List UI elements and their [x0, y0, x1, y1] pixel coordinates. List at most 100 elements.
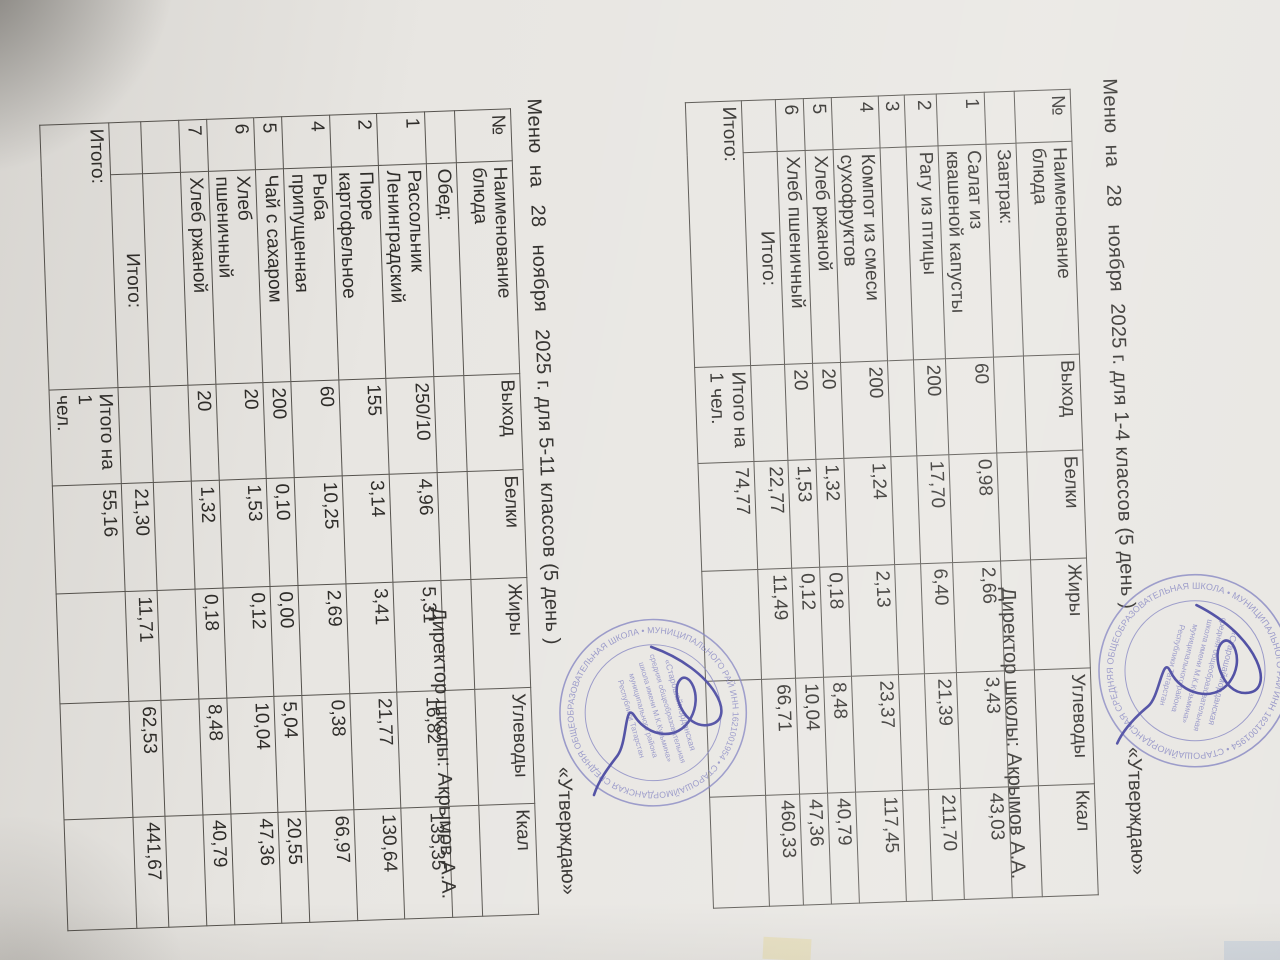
- table-cell: [996, 451, 1031, 561]
- table-cell: [891, 455, 922, 565]
- heading-menu-5-11: Меню на 28 ноября 2025 г. для 5-11 класс…: [522, 98, 564, 646]
- table-cell: Рассольник Ленинградский: [378, 163, 434, 379]
- table-cell: 0,98: [949, 453, 1001, 563]
- table-cell: Итого:: [39, 122, 118, 391]
- table-cell: 11,49: [757, 568, 796, 680]
- table-cell: 20,55: [278, 811, 311, 924]
- table-cell: 20: [187, 384, 220, 482]
- table-cell: 5,04: [274, 695, 307, 813]
- table-cell: 20: [784, 363, 816, 461]
- table-cell: 250/10: [386, 376, 438, 475]
- table-cell: 0,00: [270, 585, 303, 697]
- table-cell: [750, 364, 788, 462]
- table-cell: [156, 589, 199, 701]
- table-cell: 460,33: [765, 794, 804, 907]
- table-cell: [433, 375, 468, 473]
- table-cell: 4: [282, 115, 332, 169]
- table-cell: 20: [215, 382, 267, 481]
- table-cell: Хлеб пшеничный: [208, 169, 264, 385]
- column-header: Белки: [467, 469, 527, 580]
- table-cell: [164, 814, 207, 928]
- table-cell: [887, 359, 918, 457]
- table-cell: 40,79: [827, 792, 860, 905]
- table-cell: 1,53: [787, 459, 820, 569]
- table-cell: 22,77: [753, 460, 792, 570]
- column-header: Белки: [1026, 450, 1087, 560]
- column-header: №: [1014, 89, 1072, 144]
- table-cell: 47,36: [799, 793, 832, 906]
- table-cell: Итого:: [685, 100, 751, 368]
- table-cell: [153, 481, 195, 591]
- desk-object-blue: [1224, 941, 1280, 960]
- table-cell: 8,48: [198, 698, 231, 815]
- table-cell: 441,67: [132, 816, 169, 929]
- table-cell: 1: [377, 111, 427, 166]
- table-cell: [437, 471, 471, 581]
- table-cell: 200: [263, 381, 295, 479]
- table-cell: 2: [904, 93, 939, 147]
- table-cell: Итого на 1 чел.: [49, 387, 122, 487]
- table-cell: 4: [830, 95, 881, 150]
- table-cell: 60: [291, 379, 343, 478]
- table-cell: 17,70: [917, 454, 954, 564]
- table-cell: [108, 121, 143, 175]
- table-cell: 0,18: [819, 566, 852, 678]
- table-cell: 23,37: [851, 674, 903, 793]
- table-cell: [117, 386, 154, 484]
- table-cell: 2,13: [847, 564, 899, 677]
- table-cell: [160, 699, 203, 817]
- column-header: Выход: [463, 373, 524, 472]
- table-cell: 21,30: [121, 482, 157, 592]
- column-header: Выход: [1023, 354, 1083, 452]
- table-cell: [993, 356, 1027, 454]
- table-cell: 8,48: [823, 676, 856, 794]
- table-cell: 7: [178, 119, 209, 173]
- table-cell: 5: [254, 116, 284, 170]
- table-cell: 47,36: [230, 812, 283, 925]
- director-line: Директор школы: Акрымов А.А.: [996, 586, 1030, 880]
- table-cell: 6: [774, 98, 805, 152]
- table-cell: 40,79: [202, 813, 235, 926]
- table-cell: 60: [945, 357, 997, 455]
- table-cell: [64, 817, 137, 931]
- table-cell: 74,77: [697, 461, 758, 572]
- table-cell: [984, 91, 1016, 145]
- table-cell: [140, 120, 181, 174]
- table-cell: 1,53: [219, 478, 271, 589]
- table-cell: [142, 172, 188, 387]
- table-cell: 0,12: [791, 567, 824, 679]
- table-cell: 117,45: [855, 790, 907, 904]
- table-cell: 200: [840, 360, 892, 459]
- table-cell: 1,24: [843, 456, 895, 567]
- director-signature-middle: [582, 631, 743, 816]
- table-cell: 200: [913, 358, 950, 456]
- table-cell: 1,32: [815, 458, 848, 568]
- table-cell: 62,53: [128, 700, 165, 818]
- table-cell: [56, 591, 129, 704]
- table-cell: [740, 99, 777, 153]
- director-line: Директор школы: Акрымов А.А.: [427, 606, 460, 900]
- column-header: Наименование блюда: [1015, 141, 1080, 357]
- column-header: №: [454, 108, 513, 163]
- table-cell: 0,12: [222, 586, 275, 699]
- table-cell: Рыба припущенная: [283, 167, 339, 382]
- table-cell: 1: [936, 92, 986, 146]
- table-cell: [60, 701, 133, 820]
- table-cell: 5: [802, 97, 833, 151]
- table-cell: Пюре картофельное: [331, 165, 387, 380]
- table-cell: Итого на 1 чел.: [694, 365, 754, 464]
- table-cell: 0,18: [194, 588, 227, 700]
- table-cell: 0,10: [266, 477, 299, 587]
- table-cell: 1,32: [191, 480, 223, 590]
- table-cell: 155: [338, 378, 390, 476]
- heading-menu-1-4: Меню на 28 ноября 2025 г. для 1-4 классо…: [1098, 77, 1139, 610]
- table-cell: 20: [812, 362, 844, 460]
- director-signature-top: [1102, 578, 1280, 784]
- approval-word: «Утверждаю»: [552, 766, 580, 896]
- table-cell: 10,04: [795, 677, 828, 795]
- table-cell: 2: [329, 113, 379, 168]
- table-cell: 6: [206, 117, 256, 172]
- table-cell: 55,16: [52, 483, 125, 594]
